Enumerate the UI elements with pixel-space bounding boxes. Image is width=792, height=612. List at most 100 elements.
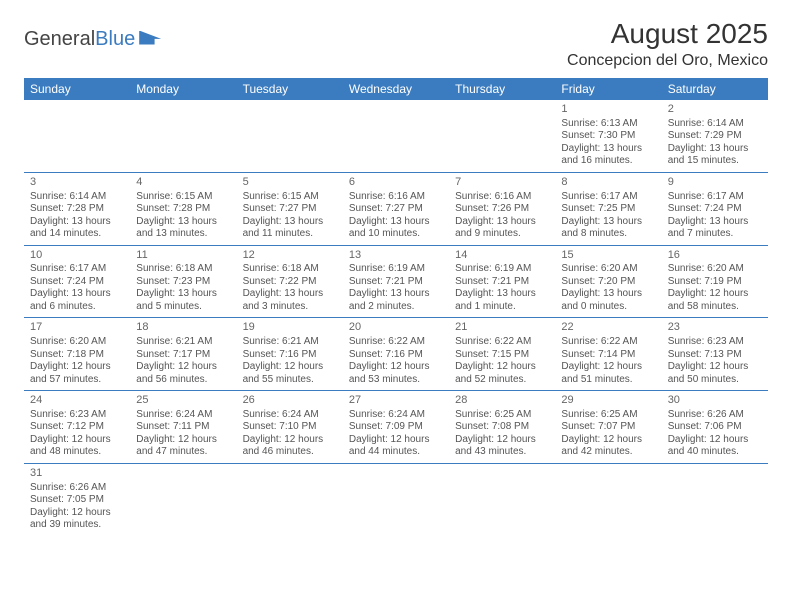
day-detail: Sunset: 7:21 PM — [455, 276, 549, 289]
calendar-page: GeneralBlue August 2025 Concepcion del O… — [0, 0, 792, 554]
day-detail: and 58 minutes. — [668, 301, 762, 314]
day-detail: Daylight: 13 hours — [30, 288, 124, 301]
calendar-cell: 25Sunrise: 6:24 AMSunset: 7:11 PMDayligh… — [130, 391, 236, 464]
day-detail: Sunset: 7:05 PM — [30, 494, 124, 507]
day-detail: Sunset: 7:21 PM — [349, 276, 443, 289]
day-number: 5 — [243, 176, 337, 190]
day-number: 2 — [668, 103, 762, 117]
day-detail: Sunset: 7:28 PM — [30, 203, 124, 216]
day-detail: Sunrise: 6:17 AM — [668, 191, 762, 204]
day-detail: and 14 minutes. — [30, 228, 124, 241]
day-detail: Sunset: 7:25 PM — [561, 203, 655, 216]
day-detail: Sunset: 7:17 PM — [136, 349, 230, 362]
day-detail: and 43 minutes. — [455, 446, 549, 459]
day-detail: Sunrise: 6:17 AM — [30, 263, 124, 276]
day-detail: Sunrise: 6:16 AM — [455, 191, 549, 204]
day-detail: and 5 minutes. — [136, 301, 230, 314]
day-detail: Daylight: 13 hours — [136, 288, 230, 301]
weekday-tuesday: Tuesday — [237, 78, 343, 100]
day-detail: Sunset: 7:23 PM — [136, 276, 230, 289]
day-number: 20 — [349, 321, 443, 335]
day-detail: and 57 minutes. — [30, 374, 124, 387]
day-detail: Sunrise: 6:20 AM — [561, 263, 655, 276]
calendar-row: 1Sunrise: 6:13 AMSunset: 7:30 PMDaylight… — [24, 100, 768, 172]
day-detail: Sunrise: 6:14 AM — [30, 191, 124, 204]
calendar-cell — [343, 463, 449, 535]
day-detail: Daylight: 13 hours — [30, 216, 124, 229]
day-detail: Sunrise: 6:23 AM — [668, 336, 762, 349]
day-detail: Sunrise: 6:15 AM — [136, 191, 230, 204]
day-number: 21 — [455, 321, 549, 335]
day-detail: and 47 minutes. — [136, 446, 230, 459]
calendar-cell: 17Sunrise: 6:20 AMSunset: 7:18 PMDayligh… — [24, 318, 130, 391]
logo-text-blue: Blue — [95, 28, 135, 50]
day-detail: Sunset: 7:08 PM — [455, 421, 549, 434]
day-number: 28 — [455, 394, 549, 408]
day-detail: Sunset: 7:27 PM — [243, 203, 337, 216]
day-detail: Daylight: 13 hours — [349, 216, 443, 229]
day-detail: and 52 minutes. — [455, 374, 549, 387]
day-detail: Sunrise: 6:25 AM — [561, 409, 655, 422]
weekday-sunday: Sunday — [24, 78, 130, 100]
day-number: 13 — [349, 249, 443, 263]
calendar-cell — [130, 100, 236, 172]
day-detail: Daylight: 12 hours — [243, 361, 337, 374]
day-detail: Daylight: 12 hours — [668, 434, 762, 447]
day-detail: Sunrise: 6:14 AM — [668, 118, 762, 131]
calendar-cell: 23Sunrise: 6:23 AMSunset: 7:13 PMDayligh… — [662, 318, 768, 391]
day-detail: and 0 minutes. — [561, 301, 655, 314]
calendar-cell: 30Sunrise: 6:26 AMSunset: 7:06 PMDayligh… — [662, 391, 768, 464]
weekday-wednesday: Wednesday — [343, 78, 449, 100]
day-number: 11 — [136, 249, 230, 263]
day-detail: Sunrise: 6:24 AM — [136, 409, 230, 422]
calendar-cell: 5Sunrise: 6:15 AMSunset: 7:27 PMDaylight… — [237, 172, 343, 245]
day-number: 26 — [243, 394, 337, 408]
calendar-cell: 4Sunrise: 6:15 AMSunset: 7:28 PMDaylight… — [130, 172, 236, 245]
day-number: 14 — [455, 249, 549, 263]
calendar-cell: 3Sunrise: 6:14 AMSunset: 7:28 PMDaylight… — [24, 172, 130, 245]
day-detail: and 6 minutes. — [30, 301, 124, 314]
day-detail: and 39 minutes. — [30, 519, 124, 532]
calendar-cell: 27Sunrise: 6:24 AMSunset: 7:09 PMDayligh… — [343, 391, 449, 464]
day-detail: Sunrise: 6:21 AM — [243, 336, 337, 349]
location: Concepcion del Oro, Mexico — [567, 52, 768, 70]
day-detail: Daylight: 12 hours — [349, 361, 443, 374]
day-detail: Sunrise: 6:24 AM — [349, 409, 443, 422]
day-number: 9 — [668, 176, 762, 190]
day-detail: Sunset: 7:18 PM — [30, 349, 124, 362]
day-number: 25 — [136, 394, 230, 408]
day-detail: and 55 minutes. — [243, 374, 337, 387]
weekday-thursday: Thursday — [449, 78, 555, 100]
day-detail: Daylight: 12 hours — [136, 361, 230, 374]
calendar-cell: 21Sunrise: 6:22 AMSunset: 7:15 PMDayligh… — [449, 318, 555, 391]
day-detail: Daylight: 12 hours — [455, 434, 549, 447]
calendar-row: 24Sunrise: 6:23 AMSunset: 7:12 PMDayligh… — [24, 391, 768, 464]
day-number: 18 — [136, 321, 230, 335]
day-detail: and 10 minutes. — [349, 228, 443, 241]
day-detail: Daylight: 12 hours — [30, 434, 124, 447]
day-detail: and 9 minutes. — [455, 228, 549, 241]
calendar-cell: 13Sunrise: 6:19 AMSunset: 7:21 PMDayligh… — [343, 245, 449, 318]
day-detail: Daylight: 13 hours — [349, 288, 443, 301]
day-number: 1 — [561, 103, 655, 117]
logo-text-general: General — [24, 28, 95, 50]
day-number: 23 — [668, 321, 762, 335]
day-detail: Sunrise: 6:19 AM — [349, 263, 443, 276]
day-detail: Daylight: 13 hours — [136, 216, 230, 229]
day-detail: Daylight: 12 hours — [30, 361, 124, 374]
day-number: 22 — [561, 321, 655, 335]
calendar-cell — [237, 463, 343, 535]
calendar-cell — [555, 463, 661, 535]
day-detail: Sunrise: 6:21 AM — [136, 336, 230, 349]
calendar-cell: 12Sunrise: 6:18 AMSunset: 7:22 PMDayligh… — [237, 245, 343, 318]
calendar-cell: 31Sunrise: 6:26 AMSunset: 7:05 PMDayligh… — [24, 463, 130, 535]
weekday-saturday: Saturday — [662, 78, 768, 100]
day-detail: Sunrise: 6:13 AM — [561, 118, 655, 131]
calendar-cell — [237, 100, 343, 172]
day-detail: Sunset: 7:29 PM — [668, 130, 762, 143]
day-detail: Sunset: 7:19 PM — [668, 276, 762, 289]
day-number: 31 — [30, 467, 124, 481]
day-detail: Sunset: 7:28 PM — [136, 203, 230, 216]
day-detail: Sunrise: 6:26 AM — [30, 482, 124, 495]
month-title: August 2025 — [567, 18, 768, 50]
